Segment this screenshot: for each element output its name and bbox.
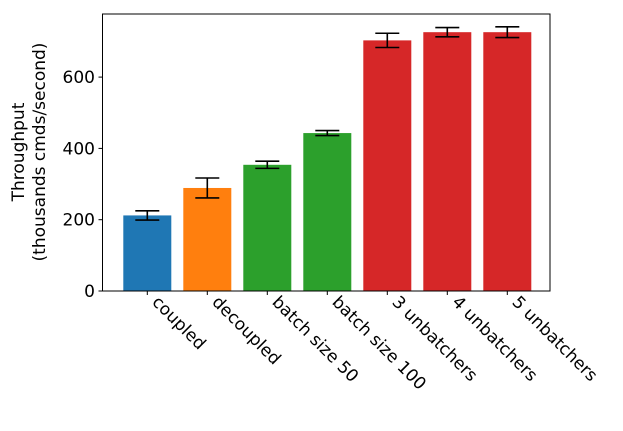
y-tick-label: 0 xyxy=(84,282,95,302)
plot-frame xyxy=(102,13,551,292)
bar-decoupled xyxy=(183,187,232,291)
y-axis-label: Throughput xyxy=(9,102,29,202)
bar-batch-size-100 xyxy=(303,133,352,291)
bar-4-unbatchers xyxy=(423,32,472,291)
y-axis: 0 200 400 600 xyxy=(63,68,103,302)
bars-group xyxy=(123,32,532,292)
x-tick-label: coupled xyxy=(148,292,210,354)
y-axis-label-line2: (thousands cmds/second) xyxy=(30,43,50,262)
bar-3-unbatchers xyxy=(363,40,412,292)
error-bars-group xyxy=(135,26,520,221)
bar-5-unbatchers xyxy=(483,32,532,291)
y-tick-label: 400 xyxy=(63,139,95,159)
y-tick-label: 200 xyxy=(63,211,95,231)
bar-batch-size-50 xyxy=(243,164,292,291)
bar-coupled xyxy=(123,215,172,291)
y-tick-label: 600 xyxy=(63,68,95,88)
